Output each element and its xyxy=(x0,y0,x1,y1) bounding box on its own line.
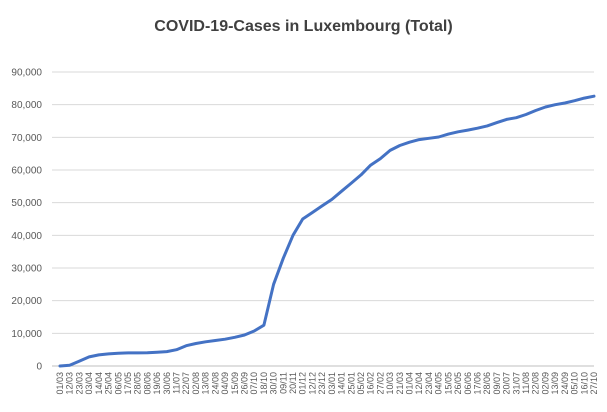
y-axis-ticks: 0 10,000 20,000 30,000 40,000 50,000 60,000 70,… xyxy=(11,68,42,373)
x-tick-label: 14/04 xyxy=(94,372,104,395)
x-tick-label: 24/08 xyxy=(210,372,220,395)
x-tick-label: 20/07 xyxy=(502,372,512,395)
x-tick-label: 19/06 xyxy=(152,372,162,395)
x-axis-ticks: 01/03 12/03 23/03 03/04 14/04 25/04 06/05 17/05… xyxy=(55,372,599,395)
y-tick-label: 40,000 xyxy=(11,231,42,242)
y-tick-label: 90,000 xyxy=(11,68,42,79)
x-tick-label: 04/09 xyxy=(220,372,230,395)
x-tick-label: 30/10 xyxy=(269,372,279,395)
x-tick-label: 25/04 xyxy=(104,372,114,395)
x-tick-label: 16/02 xyxy=(366,372,376,395)
x-tick-label: 26/09 xyxy=(239,372,249,395)
x-tick-label: 27/10 xyxy=(589,372,599,395)
x-tick-label: 08/06 xyxy=(142,372,152,395)
x-tick-label: 07/10 xyxy=(249,372,259,395)
x-tick-label: 31/07 xyxy=(511,372,521,395)
x-tick-label: 12/03 xyxy=(65,372,75,395)
x-tick-label: 10/03 xyxy=(385,372,395,395)
x-tick-label: 01/03 xyxy=(55,372,65,395)
x-tick-label: 17/06 xyxy=(472,372,482,395)
x-tick-label: 01/12 xyxy=(298,372,308,395)
x-tick-label: 03/04 xyxy=(84,372,94,395)
x-tick-label: 09/11 xyxy=(278,372,288,394)
y-tick-label: 20,000 xyxy=(11,296,42,307)
x-tick-label: 06/06 xyxy=(463,372,473,395)
x-tick-label: 13/08 xyxy=(201,372,211,395)
x-tick-label: 02/09 xyxy=(540,372,550,395)
gridlines xyxy=(52,71,594,367)
y-tick-label: 30,000 xyxy=(11,264,42,275)
x-tick-label: 21/03 xyxy=(395,372,405,395)
x-tick-label: 12/12 xyxy=(307,372,317,395)
x-tick-label: 05/02 xyxy=(356,372,366,395)
y-tick-label: 0 xyxy=(36,362,42,373)
x-tick-label: 17/05 xyxy=(123,372,133,395)
x-tick-label: 14/01 xyxy=(337,372,347,395)
x-tick-label: 11/07 xyxy=(172,372,182,394)
x-tick-label: 23/03 xyxy=(74,372,84,395)
x-tick-label: 24/09 xyxy=(560,372,570,395)
x-tick-label: 05/10 xyxy=(570,372,580,395)
x-tick-label: 06/05 xyxy=(113,372,123,395)
x-tick-label: 22/07 xyxy=(181,372,191,395)
series-line-1 xyxy=(58,94,596,368)
x-tick-label: 04/05 xyxy=(434,372,444,395)
x-tick-label: 20/11 xyxy=(288,372,298,394)
x-tick-label: 22/08 xyxy=(531,372,541,395)
x-tick-label: 09/07 xyxy=(492,372,502,395)
x-tick-label: 16/10 xyxy=(579,372,589,395)
y-tick-label: 70,000 xyxy=(11,133,42,144)
x-tick-label: 27/02 xyxy=(375,372,385,395)
chart-title: COVID-19-Cases in Luxembourg (Total) xyxy=(154,18,452,35)
x-tick-label: 26/05 xyxy=(453,372,463,395)
series-layer xyxy=(58,94,596,368)
x-tick-label: 25/01 xyxy=(346,372,356,395)
x-tick-label: 13/09 xyxy=(550,372,560,395)
x-tick-label: 23/04 xyxy=(424,372,434,395)
x-tick-label: 18/10 xyxy=(259,372,269,395)
x-tick-label: 01/04 xyxy=(405,372,415,395)
x-tick-label: 28/06 xyxy=(482,372,492,395)
y-tick-label: 60,000 xyxy=(11,166,42,177)
y-tick-label: 80,000 xyxy=(11,100,42,111)
x-tick-label: 15/09 xyxy=(230,372,240,395)
x-tick-label: 11/08 xyxy=(521,372,531,394)
y-tick-label: 10,000 xyxy=(11,329,42,340)
x-tick-label: 12/04 xyxy=(414,372,424,395)
x-tick-label: 15/05 xyxy=(443,372,453,395)
x-tick-label: 02/08 xyxy=(191,372,201,395)
x-tick-label: 23/12 xyxy=(317,372,327,395)
x-tick-label: 28/05 xyxy=(133,372,143,395)
y-tick-label: 50,000 xyxy=(11,198,42,209)
x-tick-label: 30/06 xyxy=(162,372,172,395)
x-tick-label: 03/01 xyxy=(327,372,337,395)
